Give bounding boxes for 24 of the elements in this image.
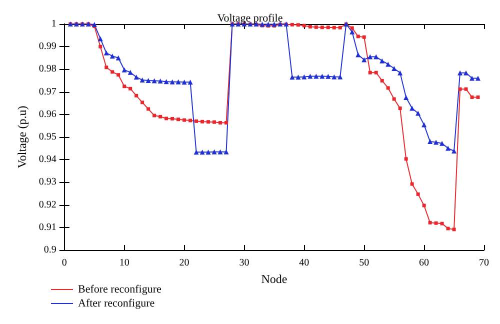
y-axis-title: Voltage (p.u) (15, 106, 29, 168)
legend-label: Before reconfigure (78, 284, 162, 296)
x-tick-label: 20 (179, 258, 190, 268)
y-tick-label: 0.94 (38, 154, 56, 166)
legend-label: After reconfigure (78, 298, 155, 310)
x-tick-label: 30 (239, 258, 250, 268)
x-tick-label: 70 (479, 258, 489, 268)
y-tick-label: 0.92 (38, 199, 56, 210)
y-tick-label: 0.9 (44, 244, 56, 256)
x-tick-label: 50 (359, 258, 370, 268)
y-tick-label: 0.91 (38, 222, 56, 233)
y-tick-label: 0.96 (38, 108, 56, 120)
x-tick-label: 0 (62, 258, 67, 268)
x-axis-title: Node (261, 272, 288, 286)
x-tick-label: 60 (419, 258, 430, 268)
x-tick-label: 40 (299, 258, 310, 268)
y-tick-label: 1 (51, 18, 56, 30)
y-tick-label: 0.93 (38, 176, 56, 188)
x-tick-label: 10 (119, 258, 130, 268)
y-tick-label: 0.99 (38, 41, 56, 52)
chart-title: Voltage profile (217, 12, 283, 24)
y-tick-label: 0.98 (38, 64, 56, 75)
y-tick-label: 0.95 (38, 132, 56, 142)
y-tick-label: 0.97 (38, 86, 56, 98)
